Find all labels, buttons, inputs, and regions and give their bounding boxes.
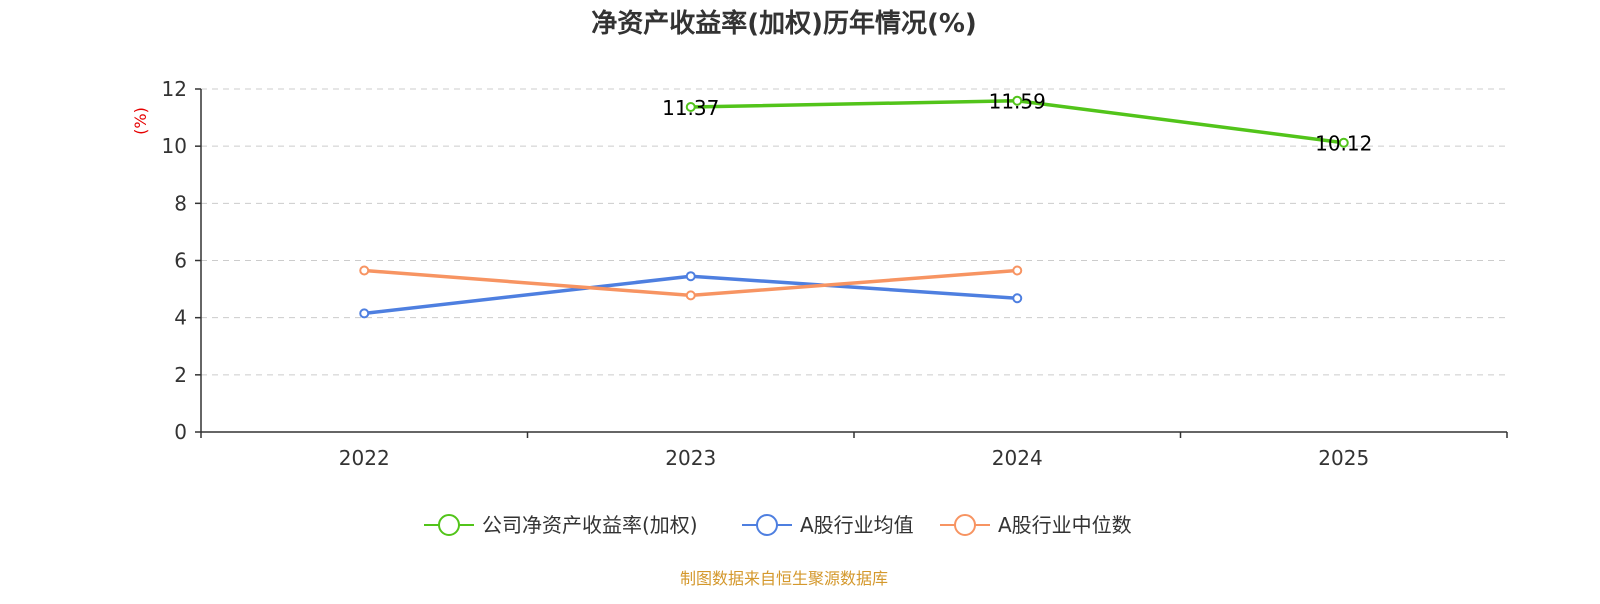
y-tick-label: 2 bbox=[174, 363, 187, 387]
chart-title: 净资产收益率(加权)历年情况(%) bbox=[591, 8, 977, 39]
legend-label: A股行业中位数 bbox=[998, 513, 1132, 537]
series-1 bbox=[359, 271, 1023, 319]
data-point bbox=[1012, 265, 1023, 276]
x-tick-label: 2024 bbox=[992, 446, 1043, 470]
series-0: 11.37 11.59 10.12 bbox=[662, 90, 1372, 156]
x-tick-label: 2023 bbox=[665, 446, 716, 470]
legend-item-0[interactable]: 公司净资产收益率(加权) bbox=[424, 513, 698, 537]
grid-lines bbox=[201, 88, 1507, 376]
y-tick-label: 10 bbox=[162, 134, 187, 158]
y-tick-label: 0 bbox=[174, 420, 187, 444]
legend-marker-icon bbox=[438, 514, 460, 536]
legend[interactable]: 公司净资产收益率(加权) A股行业均值 A股行业中位数 bbox=[424, 513, 1132, 537]
data-point bbox=[685, 271, 696, 282]
legend-item-2[interactable]: A股行业中位数 bbox=[940, 513, 1132, 537]
y-tick-label: 8 bbox=[174, 191, 187, 215]
data-point bbox=[359, 265, 370, 276]
data-point bbox=[685, 290, 696, 301]
data-point bbox=[359, 308, 370, 319]
legend-label: A股行业均值 bbox=[800, 513, 914, 537]
x-tick-label: 2022 bbox=[339, 446, 390, 470]
x-tick-label: 2025 bbox=[1318, 446, 1369, 470]
legend-marker-icon bbox=[954, 514, 976, 536]
axes: 0 2 4 6 8 10 12 2022 2023 2024 2025 bbox=[162, 77, 1508, 470]
y-tick-label: 4 bbox=[174, 306, 187, 330]
series-2 bbox=[359, 265, 1023, 301]
data-label: 10.12 bbox=[1315, 132, 1372, 156]
data-point bbox=[1012, 95, 1023, 106]
y-tick-label: 12 bbox=[162, 77, 187, 101]
source-note: 制图数据来自恒生聚源数据库 bbox=[680, 569, 888, 588]
y-axis-label: (%) bbox=[131, 107, 150, 135]
series-layer: 11.37 11.59 10.12 bbox=[359, 90, 1372, 319]
legend-label: 公司净资产收益率(加权) bbox=[482, 513, 698, 537]
data-label: 11.59 bbox=[989, 90, 1046, 114]
data-point bbox=[685, 102, 696, 113]
legend-marker-icon bbox=[756, 514, 778, 536]
data-point bbox=[1338, 137, 1349, 148]
y-tick-label: 6 bbox=[174, 249, 187, 273]
data-point bbox=[1012, 293, 1023, 304]
legend-item-1[interactable]: A股行业均值 bbox=[742, 513, 914, 537]
data-label: 11.37 bbox=[662, 96, 719, 120]
